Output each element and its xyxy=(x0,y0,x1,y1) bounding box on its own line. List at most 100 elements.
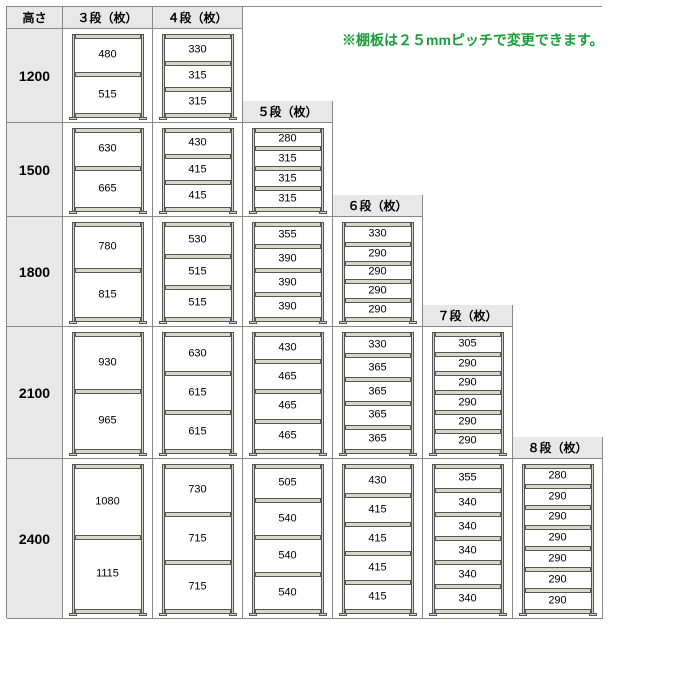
shelf-diagram: 330290290290290 xyxy=(342,222,414,322)
gap-value: 515 xyxy=(80,89,136,100)
gap-value: 315 xyxy=(170,97,226,108)
gap-value: 715 xyxy=(170,533,226,544)
shelf-cell: 430465465465 xyxy=(243,327,333,459)
gap-value: 315 xyxy=(260,153,316,164)
shelf-diagram: 280290290290290290290 xyxy=(522,464,594,614)
shelf-diagram: 630665 xyxy=(72,128,144,212)
row-height-1500: 1500 xyxy=(7,123,63,217)
gap-value: 390 xyxy=(260,253,316,264)
shelf-diagram: 305 290 290 290 290 290 xyxy=(432,332,504,454)
gap-value: 340 xyxy=(440,569,496,580)
gap-value: 340 xyxy=(440,521,496,532)
gap-value: 290 xyxy=(530,595,586,606)
row-height-2400: 2400 xyxy=(7,459,63,619)
gap-value: 390 xyxy=(260,301,316,312)
gap-value: 515 xyxy=(170,266,226,277)
gap-value: 290 xyxy=(530,533,586,544)
shelf-diagram: 430465465465 xyxy=(252,332,324,454)
gap-value: 280 xyxy=(530,471,586,482)
header-tier-8: ８段（枚） xyxy=(513,437,603,459)
gap-value: 1115 xyxy=(80,569,136,580)
gap-value: 715 xyxy=(170,581,226,592)
gap-value: 930 xyxy=(80,357,136,368)
shelf-cell: 280315315315 xyxy=(243,123,333,217)
gap-value: 430 xyxy=(260,342,316,353)
shelf-cell: 355340340340340340 xyxy=(423,459,513,619)
gap-value: 290 xyxy=(530,512,586,523)
gap-value: 505 xyxy=(260,478,316,489)
pitch-note: ※棚板は２５mmピッチで変更できます。 xyxy=(342,30,604,50)
gap-value: 1080 xyxy=(80,496,136,507)
gap-value: 390 xyxy=(260,277,316,288)
gap-value: 365 xyxy=(350,362,406,373)
shelf-diagram: 1080 1115 xyxy=(72,464,144,614)
gap-value: 315 xyxy=(170,71,226,82)
gap-value: 280 xyxy=(260,134,316,145)
gap-value: 315 xyxy=(260,193,316,204)
gap-value: 290 xyxy=(530,491,586,502)
shelf-cell: 330290290290290 xyxy=(333,217,423,327)
shelf-diagram: 280315315315 xyxy=(252,128,324,212)
gap-value: 730 xyxy=(170,485,226,496)
gap-value: 480 xyxy=(80,50,136,61)
gap-value: 415 xyxy=(350,505,406,516)
shelf-cell: 430415415 xyxy=(153,123,243,217)
gap-value: 815 xyxy=(80,289,136,300)
gap-value: 330 xyxy=(350,229,406,240)
shelf-size-table: 高さ３段（枚）４段（枚） ５段（枚） ６段（枚） ７段（枚） ８段（枚） 1200 480 5… xyxy=(6,6,602,618)
gap-value: 290 xyxy=(440,378,496,389)
gap-value: 615 xyxy=(170,426,226,437)
gap-value: 615 xyxy=(170,387,226,398)
shelf-diagram: 430415415415415 xyxy=(342,464,414,614)
gap-value: 515 xyxy=(170,298,226,309)
shelf-cell: 330365365365365 xyxy=(333,327,423,459)
gap-value: 540 xyxy=(260,550,316,561)
shelf-cell: 630665 xyxy=(63,123,153,217)
gap-value: 290 xyxy=(440,416,496,427)
header-tier-4: ４段（枚） xyxy=(153,7,243,29)
header-tier-7: ７段（枚） xyxy=(423,305,513,327)
gap-value: 290 xyxy=(440,358,496,369)
shelf-cell: 530515515 xyxy=(153,217,243,327)
row-height-2100: 2100 xyxy=(7,327,63,459)
shelf-cell: 780815 xyxy=(63,217,153,327)
gap-value: 465 xyxy=(260,371,316,382)
gap-value: 290 xyxy=(350,267,406,278)
header-tier-6: ６段（枚） xyxy=(333,195,423,217)
gap-value: 305 xyxy=(440,339,496,350)
shelf-diagram: 630 615 615 xyxy=(162,332,234,454)
gap-value: 340 xyxy=(440,545,496,556)
gap-value: 965 xyxy=(80,416,136,427)
gap-value: 630 xyxy=(170,348,226,359)
shelf-cell: 630 615 615 xyxy=(153,327,243,459)
gap-value: 540 xyxy=(260,514,316,525)
gap-value: 430 xyxy=(170,138,226,149)
gap-value: 290 xyxy=(440,397,496,408)
row-height-1200: 1200 xyxy=(7,29,63,123)
header-height: 高さ xyxy=(7,7,63,29)
gap-value: 365 xyxy=(350,410,406,421)
shelf-cell: 505540540540 xyxy=(243,459,333,619)
shelf-diagram: 930 965 xyxy=(72,332,144,454)
gap-value: 430 xyxy=(350,475,406,486)
gap-value: 340 xyxy=(440,497,496,508)
shelf-diagram: 530515515 xyxy=(162,222,234,322)
gap-value: 415 xyxy=(170,190,226,201)
shelf-cell: 430415415415415 xyxy=(333,459,423,619)
gap-value: 630 xyxy=(80,144,136,155)
header-tier-5: ５段（枚） xyxy=(243,101,333,123)
shelf-diagram: 430415415 xyxy=(162,128,234,212)
gap-value: 290 xyxy=(350,304,406,315)
gap-value: 415 xyxy=(350,591,406,602)
gap-value: 365 xyxy=(350,434,406,445)
shelf-cell: 305 290 290 290 290 290 xyxy=(423,327,513,459)
header-tier-3: ３段（枚） xyxy=(63,7,153,29)
shelf-cell: 280290290290290290290 xyxy=(513,459,603,619)
shelf-cell: 330315315 xyxy=(153,29,243,123)
gap-value: 290 xyxy=(440,436,496,447)
gap-value: 330 xyxy=(350,339,406,350)
shelf-cell: 930 965 xyxy=(63,327,153,459)
gap-value: 290 xyxy=(530,554,586,565)
gap-value: 415 xyxy=(350,562,406,573)
shelf-diagram: 355340340340340340 xyxy=(432,464,504,614)
